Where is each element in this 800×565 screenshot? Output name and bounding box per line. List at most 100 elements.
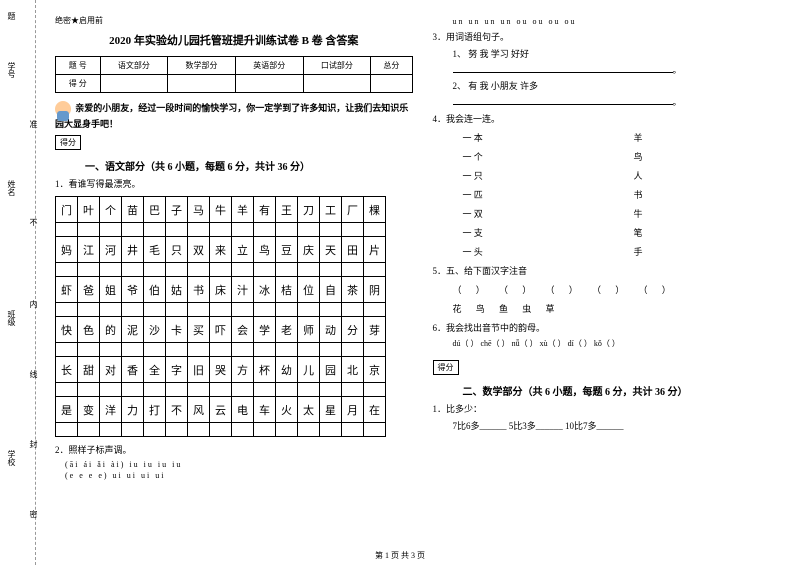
pinyin-row: un un un un ou ou ou ou bbox=[453, 17, 791, 26]
match-right: 鸟 bbox=[633, 150, 642, 163]
blank-row bbox=[56, 383, 386, 397]
match-row: 一 只人 bbox=[463, 169, 643, 182]
margin-label: 准 bbox=[28, 120, 39, 128]
char-cell: 旧 bbox=[188, 357, 210, 383]
q5-blanks: （ ） （ ） （ ） （ ） （ ） bbox=[453, 283, 791, 296]
match-right: 牛 bbox=[633, 207, 642, 220]
char-cell: 哭 bbox=[210, 357, 232, 383]
char-cell: 幼 bbox=[276, 357, 298, 383]
char-cell: 马 bbox=[188, 197, 210, 223]
char-cell: 鸟 bbox=[254, 237, 276, 263]
char-cell: 洋 bbox=[100, 397, 122, 423]
char-cell: 个 bbox=[100, 197, 122, 223]
margin-label: 学校 bbox=[6, 450, 17, 466]
header-cell: 语文部分 bbox=[100, 57, 168, 75]
char-cell: 快 bbox=[56, 317, 78, 343]
char-cell: 刀 bbox=[298, 197, 320, 223]
intro-body: 亲爱的小朋友，经过一段时间的愉快学习，你一定学到了许多知识，让我们去知识乐园大显… bbox=[55, 103, 408, 129]
margin-label: 姓名 bbox=[6, 180, 17, 196]
margin-label: 班级 bbox=[6, 310, 17, 326]
blank-line bbox=[453, 63, 673, 73]
margin-label: 封 bbox=[28, 440, 39, 448]
main-content: 绝密★启用前 2020 年实验幼儿园托管班提升训练试卷 B 卷 含答案 题 号 … bbox=[50, 0, 800, 487]
char-cell: 井 bbox=[122, 237, 144, 263]
char-cell: 河 bbox=[100, 237, 122, 263]
char-cell: 打 bbox=[144, 397, 166, 423]
char-cell: 自 bbox=[320, 277, 342, 303]
char-cell: 毛 bbox=[144, 237, 166, 263]
match-right: 人 bbox=[633, 169, 642, 182]
char-cell: 师 bbox=[298, 317, 320, 343]
char-cell: 立 bbox=[232, 237, 254, 263]
match-row: 一 个鸟 bbox=[463, 150, 643, 163]
pinyin-row: (āi ái ǎi ài) iu iu iu iu bbox=[65, 460, 413, 469]
char-cell: 爸 bbox=[78, 277, 100, 303]
char-cell: 分 bbox=[342, 317, 364, 343]
q3-item: 1、 努 我 学习 好好 bbox=[453, 47, 791, 60]
char-cell: 桔 bbox=[276, 277, 298, 303]
char-row: 快色的泥沙卡买吓会学老师动分芽 bbox=[56, 317, 386, 343]
right-column: un un un un ou ou ou ou 3．用词语组句子。 1、 努 我… bbox=[433, 15, 791, 482]
match-left: 一 双 bbox=[463, 207, 483, 220]
character-grid: 门叶个苗巴子马牛羊有王刀工厂棵妈江河井毛只双来立鸟豆庆天田片虾爸姐爷伯姑书床汁冰… bbox=[55, 196, 386, 437]
char-cell: 只 bbox=[166, 237, 188, 263]
match-list: 一 本羊一 个鸟一 只人一 匹书一 双牛一 支笔一 头手 bbox=[433, 131, 791, 258]
item-index: 1、 bbox=[453, 49, 467, 59]
question-4: 4．我会连一连。 bbox=[433, 112, 791, 125]
dash-line bbox=[35, 0, 36, 565]
q3-item: 2、 有 我 小朋友 许多 bbox=[453, 79, 791, 92]
char-cell: 在 bbox=[364, 397, 386, 423]
table-row: 题 号 语文部分 数学部分 英语部分 口试部分 总分 bbox=[56, 57, 413, 75]
char-cell: 工 bbox=[320, 197, 342, 223]
char-cell: 对 bbox=[100, 357, 122, 383]
match-row: 一 支笔 bbox=[463, 226, 643, 239]
score-box: 得分 bbox=[55, 135, 81, 150]
table-row: 得 分 bbox=[56, 75, 413, 93]
blank-row bbox=[56, 263, 386, 277]
char-cell: 会 bbox=[232, 317, 254, 343]
char-cell: 棵 bbox=[364, 197, 386, 223]
char-cell: 风 bbox=[188, 397, 210, 423]
char-cell: 力 bbox=[122, 397, 144, 423]
char-cell: 香 bbox=[122, 357, 144, 383]
margin-label: 不 bbox=[28, 218, 39, 226]
section-2-title: 二、数学部分（共 6 小题，每题 6 分，共计 36 分） bbox=[463, 383, 791, 398]
intro-text: 亲爱的小朋友，经过一段时间的愉快学习，你一定学到了许多知识，让我们去知识乐园大显… bbox=[55, 101, 413, 131]
question-2: 2．照样子标声调。 bbox=[55, 443, 413, 456]
match-left: 一 匹 bbox=[463, 188, 483, 201]
char-cell: 沙 bbox=[144, 317, 166, 343]
margin-label: 内 bbox=[28, 300, 39, 308]
left-column: 绝密★启用前 2020 年实验幼儿园托管班提升训练试卷 B 卷 含答案 题 号 … bbox=[55, 15, 413, 482]
char-cell: 长 bbox=[56, 357, 78, 383]
page-container: 题 学号 准 姓名 不 内 班级 线 封 学校 密 绝密★启用前 2020 年实… bbox=[0, 0, 800, 487]
math-question-1: 1．比多少： bbox=[433, 402, 791, 415]
char-cell: 阴 bbox=[364, 277, 386, 303]
char-cell: 杯 bbox=[254, 357, 276, 383]
char-cell: 太 bbox=[298, 397, 320, 423]
char-cell: 牛 bbox=[210, 197, 232, 223]
char-cell: 买 bbox=[188, 317, 210, 343]
char-cell: 全 bbox=[144, 357, 166, 383]
match-left: 一 支 bbox=[463, 226, 483, 239]
match-left: 一 头 bbox=[463, 245, 483, 258]
char-cell: 星 bbox=[320, 397, 342, 423]
char-row: 虾爸姐爷伯姑书床汁冰桔位自茶阴 bbox=[56, 277, 386, 303]
header-cell: 数学部分 bbox=[168, 57, 236, 75]
char-cell: 不 bbox=[166, 397, 188, 423]
match-left: 一 只 bbox=[463, 169, 483, 182]
match-right: 书 bbox=[633, 188, 642, 201]
blank-row bbox=[56, 423, 386, 437]
char-cell: 田 bbox=[342, 237, 364, 263]
char-cell: 位 bbox=[298, 277, 320, 303]
question-3: 3．用词语组句子。 bbox=[433, 30, 791, 43]
margin-label: 学号 bbox=[6, 62, 17, 78]
char-cell: 色 bbox=[78, 317, 100, 343]
char-row: 门叶个苗巴子马牛羊有王刀工厂棵 bbox=[56, 197, 386, 223]
child-icon bbox=[55, 101, 71, 117]
q6-items: dú（ ） chē（ ） nǚ（ ） xù（ ） dí（ ） kǒ（ ） bbox=[453, 338, 791, 349]
char-cell: 车 bbox=[254, 397, 276, 423]
char-cell: 叶 bbox=[78, 197, 100, 223]
exam-title: 2020 年实验幼儿园托管班提升训练试卷 B 卷 含答案 bbox=[55, 32, 413, 48]
match-right: 手 bbox=[633, 245, 642, 258]
binding-margin: 题 学号 准 姓名 不 内 班级 线 封 学校 密 bbox=[0, 0, 50, 487]
